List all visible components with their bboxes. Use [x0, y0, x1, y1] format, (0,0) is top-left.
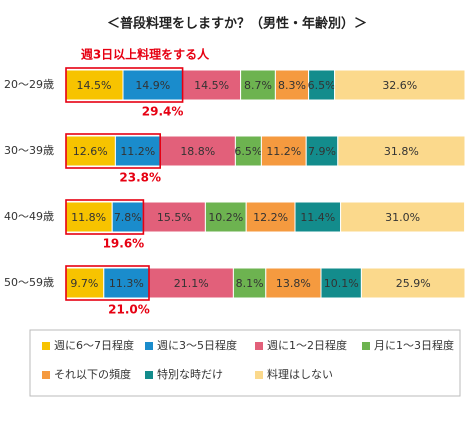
legend-label: 週に3～5日程度 [157, 338, 237, 352]
legend-label: 週に1～2日程度 [267, 338, 347, 352]
legend-swatch [255, 342, 263, 350]
value-label: 11.4% [300, 211, 335, 224]
bar-segment [308, 69, 336, 101]
value-label: 32.6% [382, 79, 417, 92]
bar-segment [340, 201, 466, 233]
value-label: 8.1% [236, 277, 264, 290]
value-label: 10.1% [324, 277, 359, 290]
chart-title: ＜普段料理をしますか？（男性・年齢別）＞ [107, 16, 367, 32]
value-label: 6.5% [308, 79, 336, 92]
highlight-box [65, 133, 161, 169]
value-label: 7.9% [308, 145, 336, 158]
legend-swatch [42, 342, 50, 350]
bar-segment [294, 201, 342, 233]
bar-segment [360, 267, 466, 299]
bar-segment [337, 135, 466, 167]
value-label: 8.7% [244, 79, 272, 92]
bar-segment [103, 267, 150, 299]
y-tick-label: 40～49歳 [4, 210, 54, 223]
highlight-box [65, 199, 145, 235]
value-label: 7.8% [114, 211, 142, 224]
bar-segment [260, 135, 307, 167]
legend-box [29, 329, 461, 397]
bar-segment [111, 201, 144, 233]
value-label: 10.2% [208, 211, 243, 224]
value-label: 18.8% [180, 145, 215, 158]
bar-segment [148, 267, 234, 299]
legend-label: 特別な時だけ [157, 367, 223, 381]
value-label: 15.5% [157, 211, 192, 224]
highlight-label: 21.0% [108, 303, 150, 317]
bar-segment [320, 267, 362, 299]
y-tick-label: 50～59歳 [4, 276, 54, 289]
value-label: 31.0% [385, 211, 420, 224]
value-label: 9.7% [70, 277, 98, 290]
value-label: 21.1% [174, 277, 209, 290]
bar-segment [122, 69, 184, 101]
value-label: 12.2% [253, 211, 288, 224]
legend-swatch [362, 342, 370, 350]
y-tick-label: 30～39歳 [4, 144, 54, 157]
value-label: 14.9% [135, 79, 170, 92]
legend-label: 週に6～7日程度 [54, 338, 134, 352]
legend-label: それ以下の頻度 [54, 367, 131, 381]
bar-segment [245, 201, 296, 233]
bar-segment [334, 69, 466, 101]
legend-swatch [255, 371, 263, 379]
value-label: 8.3% [278, 79, 306, 92]
value-label: 11.2% [266, 145, 301, 158]
legend-label: 月に1～3日程度 [374, 338, 454, 352]
value-label: 6.5% [234, 145, 262, 158]
highlight-label: 23.8% [119, 171, 161, 185]
value-label: 25.9% [396, 277, 431, 290]
legend-swatch [145, 342, 153, 350]
y-tick-label: 20～29歳 [4, 78, 54, 91]
bar-segment [265, 267, 322, 299]
bar-segment [64, 69, 124, 101]
bar-segment [234, 135, 262, 167]
bar-segment [142, 201, 206, 233]
bar-segment [114, 135, 161, 167]
bar-segment [274, 69, 310, 101]
highlight-box [65, 67, 184, 103]
highlight-label: 19.6% [103, 237, 145, 251]
value-label: 14.5% [194, 79, 229, 92]
bar-segment [159, 135, 236, 167]
highlight-label: 29.4% [142, 105, 184, 119]
legend-label: 料理はしない [267, 367, 333, 381]
value-label: 11.2% [120, 145, 155, 158]
value-label: 11.8% [71, 211, 106, 224]
value-label: 14.5% [77, 79, 112, 92]
highlight-box [65, 265, 150, 301]
legend-swatch [42, 371, 50, 379]
legend-swatch [145, 371, 153, 379]
bar-segment [240, 69, 276, 101]
value-label: 13.8% [276, 277, 311, 290]
bar-segment [64, 135, 116, 167]
value-label: 12.6% [73, 145, 108, 158]
value-label: 31.8% [384, 145, 419, 158]
value-label: 11.3% [109, 277, 144, 290]
highlight-title: 週3日以上料理をする人 [81, 47, 210, 62]
